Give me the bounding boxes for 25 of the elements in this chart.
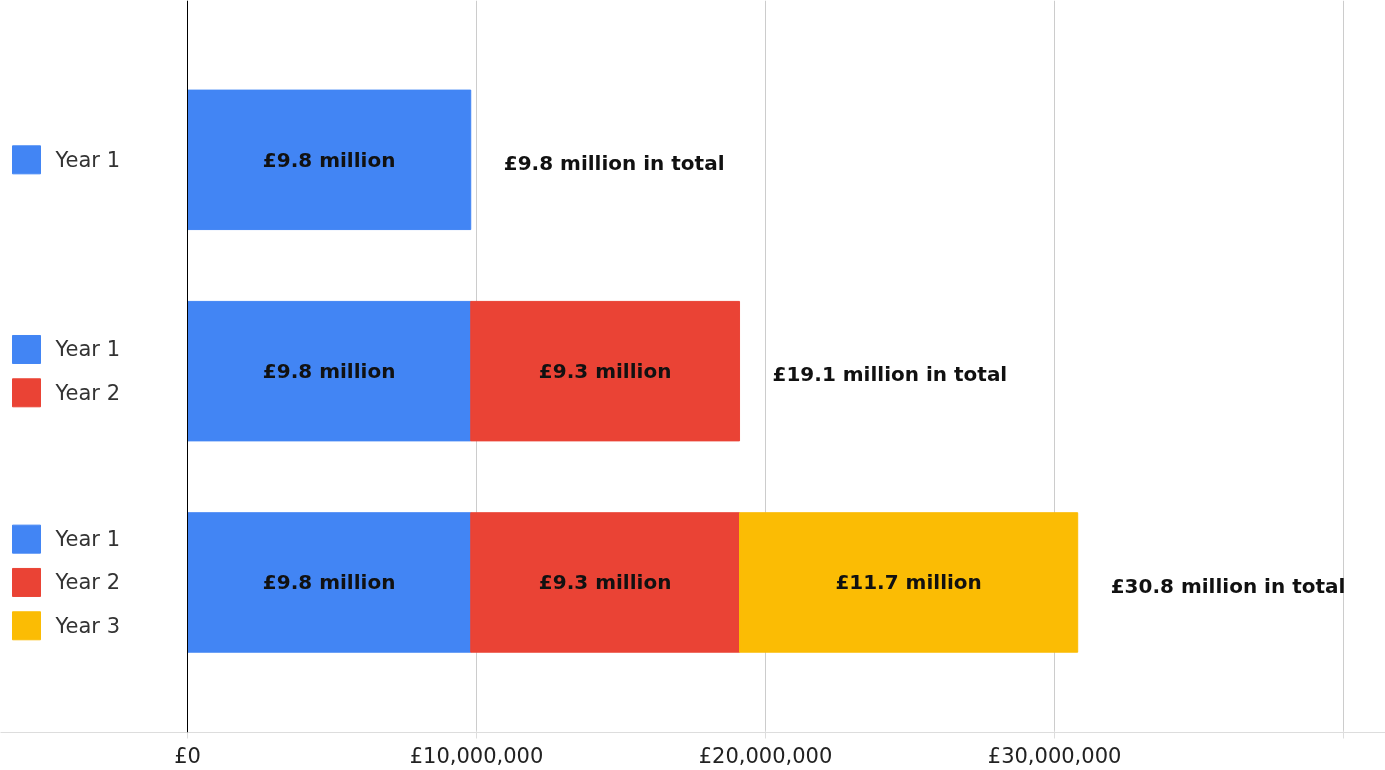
x-tick-label: £0	[174, 743, 201, 768]
bar	[187, 300, 472, 442]
data-label: £9.8 million	[262, 570, 396, 595]
text: Year 1	[55, 527, 120, 552]
data-label: £9.8 million	[262, 359, 396, 384]
total-label: £19.1 million in total	[772, 362, 1008, 387]
bar	[187, 512, 472, 653]
bar	[187, 89, 472, 231]
data-label: £9.8 million	[262, 147, 396, 172]
text: Year 2	[55, 570, 120, 595]
data-label: £11.7 million	[835, 570, 982, 595]
bar	[739, 512, 1079, 653]
legend-label: Year 1	[54, 147, 120, 172]
x-tick-label: £10,000,000	[409, 743, 544, 768]
text: Year 1	[55, 337, 120, 362]
total-label: £30.8 million in total	[1110, 573, 1346, 598]
legend-label: Year 2	[54, 380, 120, 405]
data-label: £9.3 million	[538, 570, 672, 595]
x-tick-label: £20,000,000	[698, 743, 833, 768]
legend-label: Year 3	[54, 613, 120, 638]
x-tick-label: £30,000,000	[987, 743, 1122, 768]
total-label: £9.8 million in total	[503, 151, 725, 175]
data-label: £9.3 million	[538, 359, 672, 384]
bar	[470, 512, 741, 653]
bar	[470, 300, 741, 442]
